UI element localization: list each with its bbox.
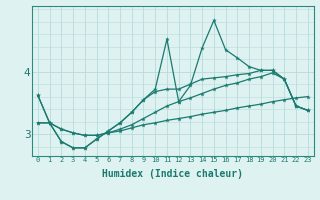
X-axis label: Humidex (Indice chaleur): Humidex (Indice chaleur) [102, 169, 243, 179]
